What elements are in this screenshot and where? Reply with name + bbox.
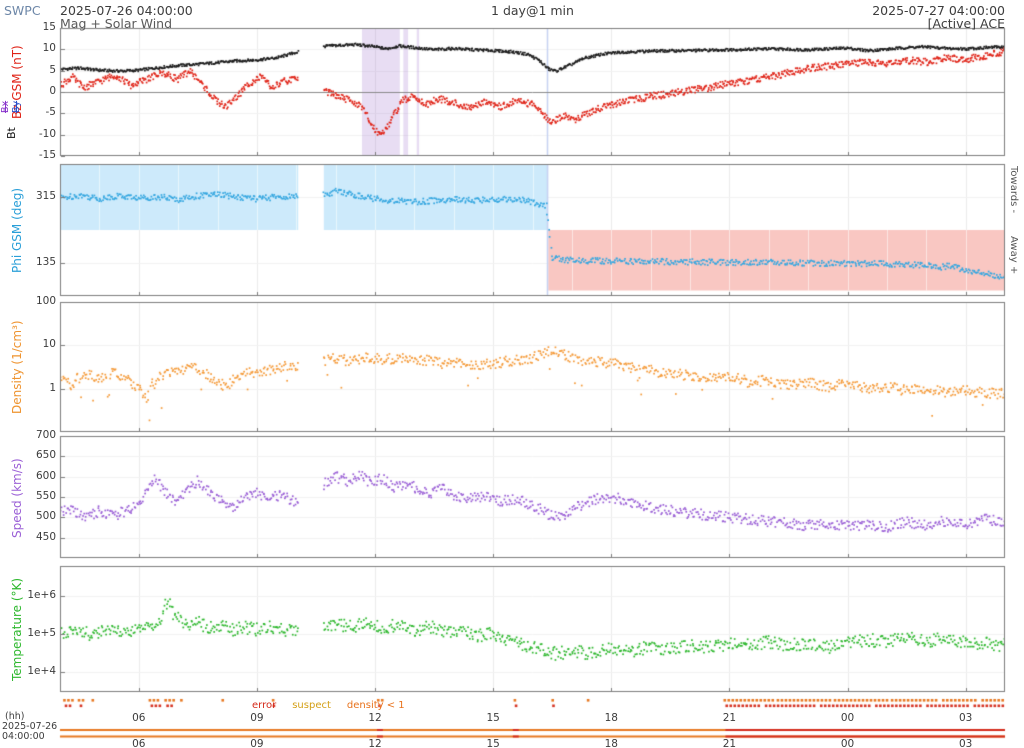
bt-axis-label: Bt: [5, 127, 18, 139]
y-tick-label: 1: [49, 381, 56, 394]
y-tick-label: 15: [42, 21, 56, 33]
x-axis-start-date: 2025-07-26: [2, 721, 58, 732]
x-tick-label: 00: [840, 712, 855, 724]
y-tick-label: 550: [35, 490, 56, 502]
x-tick-label: 12: [368, 737, 382, 748]
y-tick-label: -15: [38, 149, 56, 161]
plot-resolution: 1 day@1 min: [491, 3, 574, 18]
y-tick-label: 600: [35, 469, 56, 482]
legend-suspect: suspect: [292, 700, 331, 711]
x-tick-label: 06: [132, 737, 146, 748]
y-tick-label: 700: [35, 429, 56, 441]
x-tick-label: 03: [958, 712, 973, 724]
x-tick-label: 18: [604, 737, 618, 748]
plot-end-timestamp: 2025-07-27 04:00:00: [872, 3, 1005, 18]
x-tick-label: 06: [132, 712, 146, 724]
phi-axis-label: Phi GSM (deg): [10, 187, 24, 273]
swpc-logo-text: SWPC: [4, 3, 41, 18]
x-tick-label: 09: [250, 737, 264, 748]
towards-sector-label: Towards -: [1008, 166, 1019, 214]
y-tick-label: 135: [35, 256, 56, 268]
quality-legend: error suspect density < 1: [252, 700, 405, 711]
data-source-status: [Active] ACE: [927, 16, 1005, 31]
x-axis-start-time: 04:00:00: [2, 731, 45, 742]
y-tick-label: -5: [45, 106, 56, 119]
y-tick-label: -10: [38, 127, 56, 140]
y-tick-label: 1e+6: [27, 588, 56, 601]
x-tick-label: 21: [722, 737, 737, 748]
y-tick-label: 10: [42, 338, 56, 351]
y-tick-label: 10: [42, 42, 56, 55]
x-tick-label: 09: [250, 712, 264, 724]
density-axis-label: Density (1/cm³): [10, 320, 24, 414]
bx-axis-label: Bx: [0, 100, 11, 114]
y-tick-label: 1e+5: [27, 626, 56, 639]
x-tick-label: 21: [722, 712, 737, 724]
y-tick-label: 0: [49, 85, 56, 97]
x-tick-label: 15: [486, 737, 500, 748]
away-sector-label: Away +: [1008, 236, 1019, 275]
y-tick-label: 450: [35, 530, 56, 543]
legend-error: error: [252, 700, 277, 711]
legend-density-lt-1: density < 1: [346, 700, 405, 711]
x-tick-label: 15: [486, 712, 500, 724]
y-tick-label: 5: [49, 63, 56, 76]
plot-title: Mag + Solar Wind: [60, 16, 173, 31]
y-tick-label: 100: [35, 295, 56, 307]
y-tick-label: 650: [35, 449, 56, 462]
y-tick-label: 315: [35, 190, 56, 202]
y-tick-label: 500: [35, 510, 56, 523]
x-tick-label: 03: [958, 737, 973, 748]
plot-start-timestamp: 2025-07-26 04:00:00: [60, 3, 193, 18]
x-axis-unit-label: (hh): [5, 711, 25, 722]
x-tick-label: 18: [604, 712, 618, 724]
x-tick-label: 12: [368, 712, 382, 724]
x-tick-label: 00: [840, 737, 855, 748]
y-tick-label: 1e+4: [27, 665, 56, 678]
